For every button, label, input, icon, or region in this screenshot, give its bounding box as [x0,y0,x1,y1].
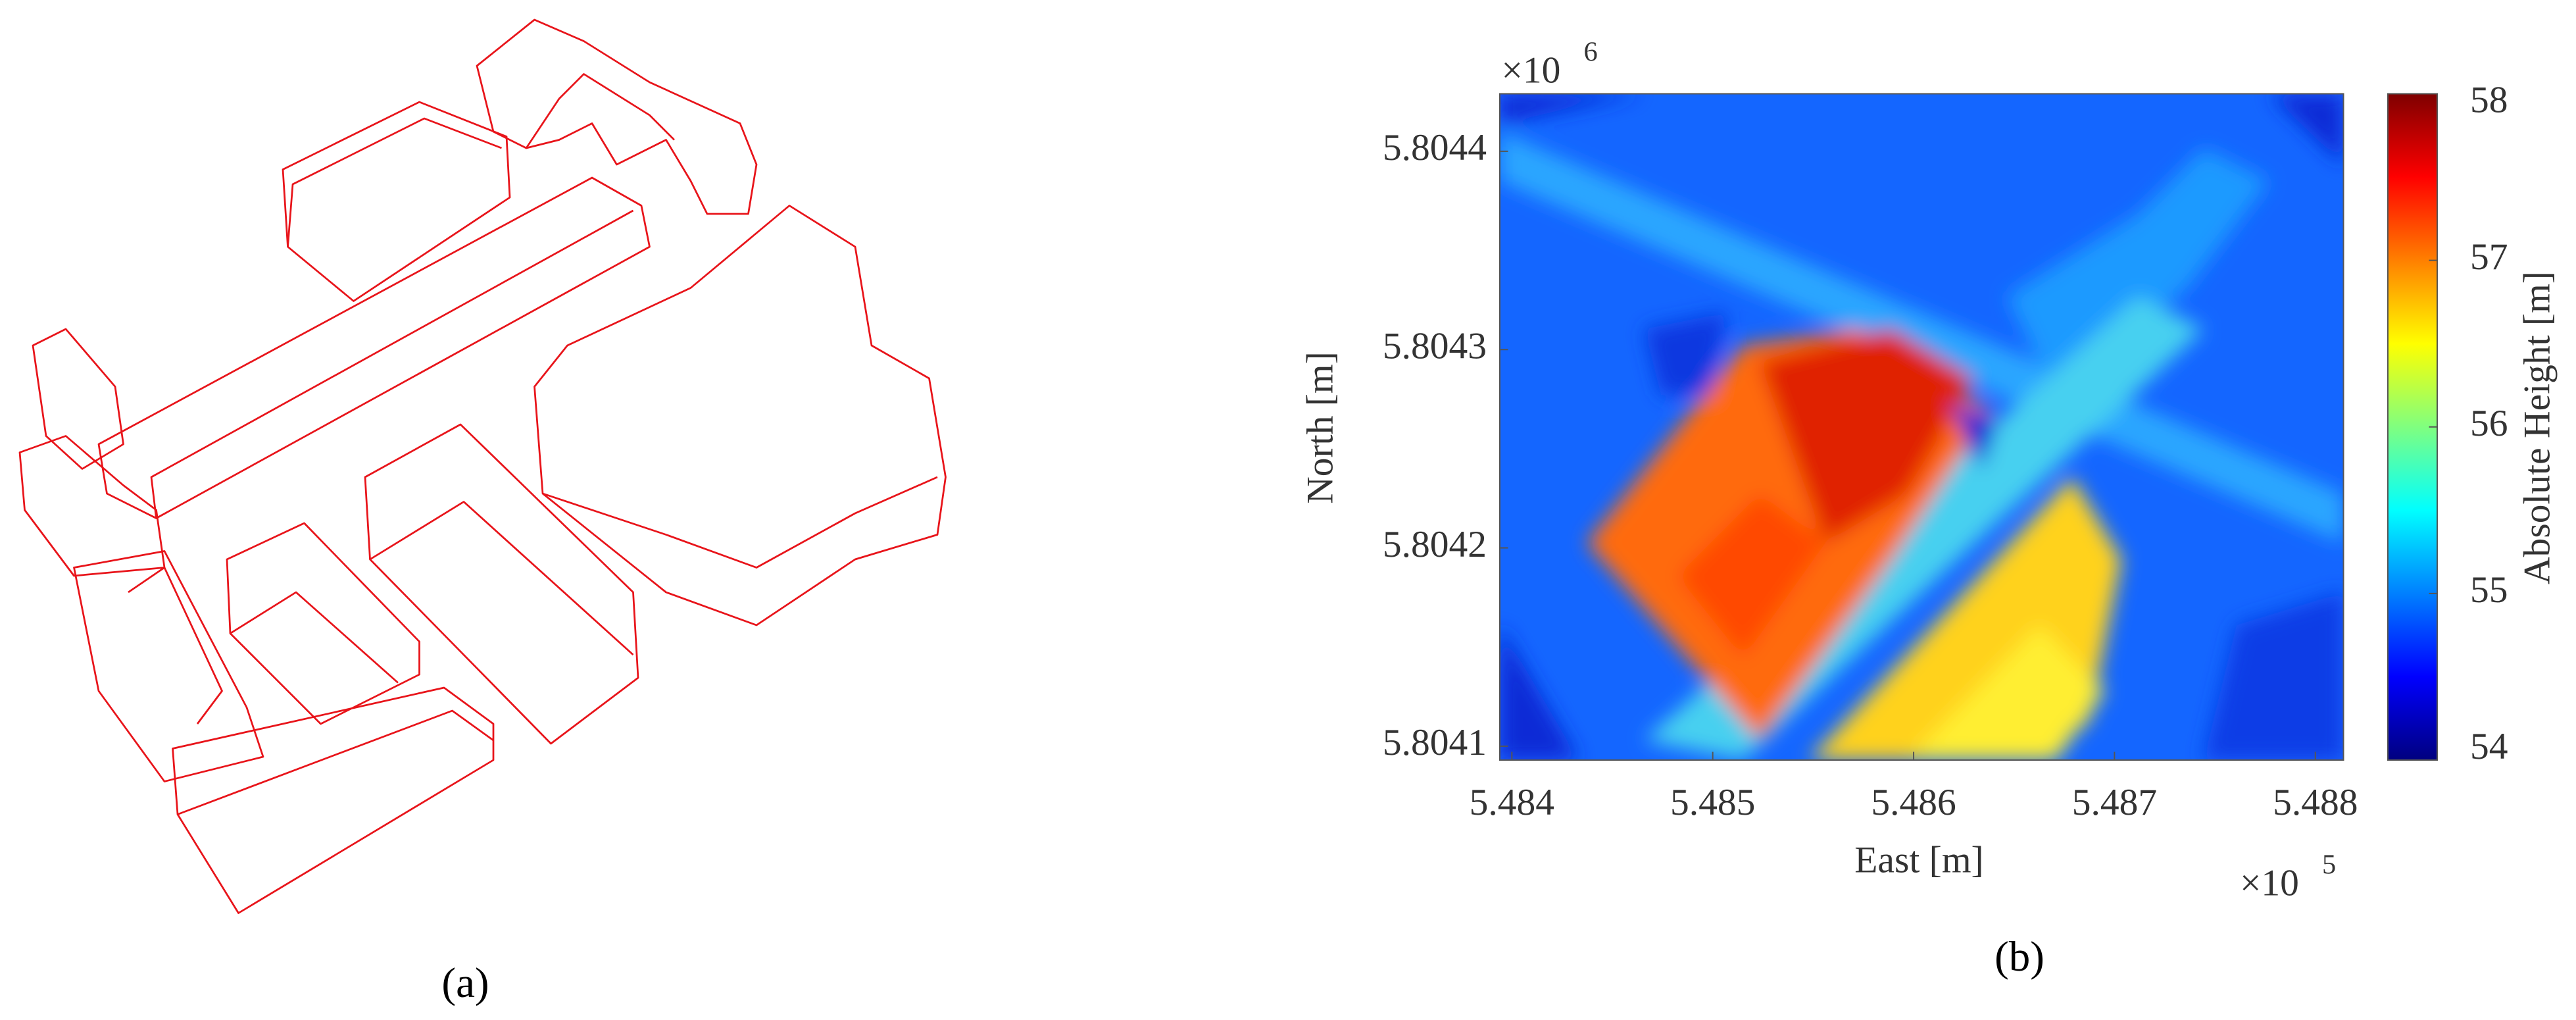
x-exponent: 5 [2322,849,2336,880]
colorbar-tick-label: 58 [2470,80,2508,121]
height-map [1499,93,2344,760]
colorbar-tick-label: 56 [2470,403,2508,444]
colorbar-tick-label: 54 [2470,726,2508,767]
building-wireframe [18,18,947,914]
colorbar-tick-label: 57 [2470,236,2508,278]
plot-frame [1499,93,2344,761]
x-multiplier: ×10 [2240,863,2299,904]
x-axis-label: East [m] [1854,840,1983,881]
x-tick-label: 5.487 [2072,782,2157,823]
panel-label: (b) [1994,933,2044,981]
x-tick-label: 5.488 [2273,782,2358,823]
x-tick-label: 5.485 [1670,782,1755,823]
y-tick-label: 5.8044 [1383,127,1487,168]
colorbar-tick-label: 55 [2470,569,2508,611]
y-tick-label: 5.8041 [1383,722,1487,763]
x-tick-label: 5.484 [1470,782,1554,823]
y-exponent: 6 [1584,36,1598,67]
y-tick-label: 5.8042 [1383,524,1487,565]
y-multiplier: ×10 [1502,50,1561,91]
panel-label: (a) [441,959,489,1007]
y-tick-label: 5.8043 [1383,325,1487,367]
y-axis-label: North [m] [1300,351,1341,504]
x-tick-label: 5.486 [1871,782,1956,823]
colorbar-label: Absolute Height [m] [2517,271,2558,584]
